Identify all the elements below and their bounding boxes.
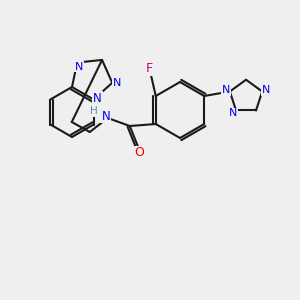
Text: F: F — [146, 61, 153, 74]
Text: N: N — [222, 85, 230, 95]
Text: N: N — [93, 92, 102, 105]
Text: N: N — [262, 85, 270, 95]
Text: H: H — [90, 106, 98, 116]
Text: O: O — [134, 146, 144, 160]
Text: N: N — [101, 110, 110, 122]
Text: N: N — [75, 61, 83, 71]
Text: N: N — [229, 109, 237, 118]
Text: N: N — [113, 78, 122, 88]
